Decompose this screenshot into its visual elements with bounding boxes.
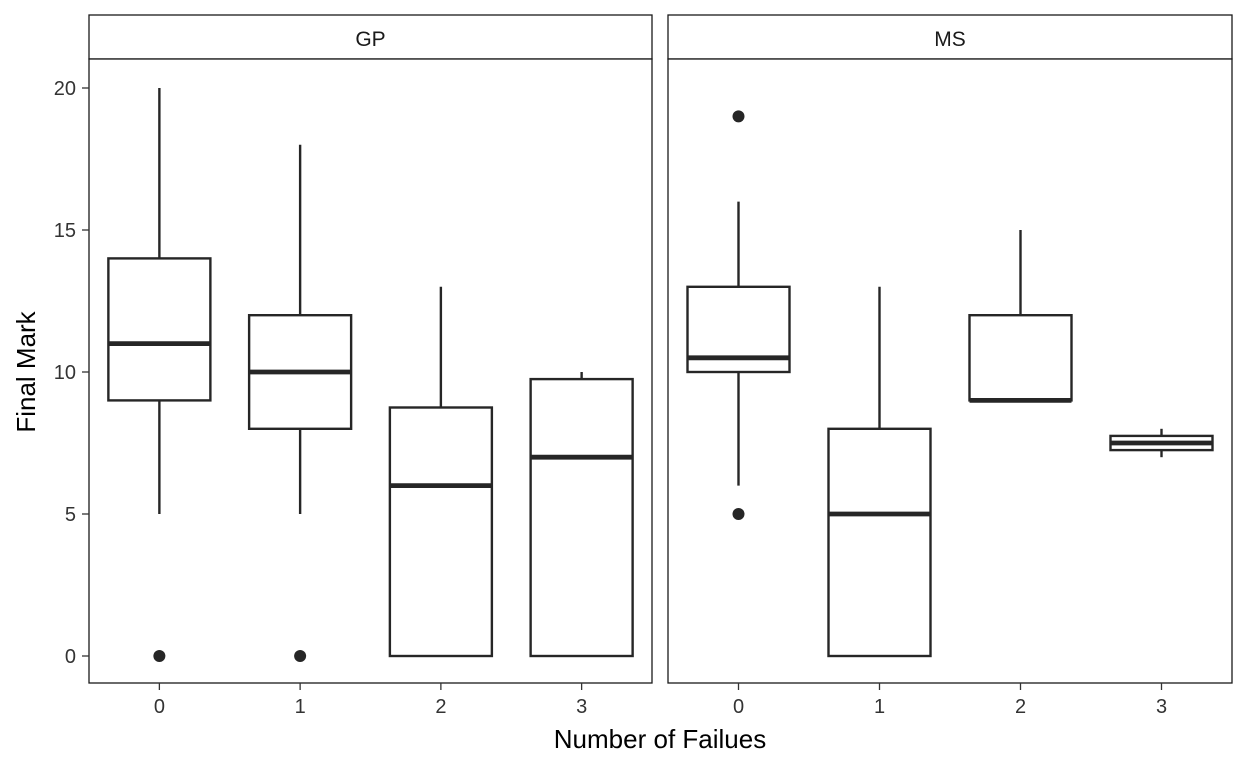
box-gp-0	[107, 88, 212, 662]
outlier-point	[294, 650, 307, 662]
x-axis-label: Number of Failues	[554, 724, 766, 754]
facet-strip	[88, 14, 653, 60]
box	[968, 314, 1073, 402]
facet-strip-label: MS	[934, 28, 966, 51]
box-ms-1	[827, 286, 932, 658]
outlier-point	[153, 650, 166, 662]
y-tick-label: 10	[54, 362, 76, 384]
box-ms-3	[1109, 428, 1214, 458]
box	[827, 427, 932, 658]
box	[388, 406, 494, 658]
panel-gp: GP 0 1 2 3	[88, 14, 653, 718]
x-tick-label: 0	[154, 696, 165, 718]
box-ms-2	[968, 230, 1073, 403]
facet-strip	[667, 14, 1233, 60]
panel-ms: MS 0 1 2 3	[667, 14, 1233, 718]
x-tick-label: 2	[435, 696, 446, 718]
x-tick-label: 0	[733, 696, 744, 718]
box	[529, 377, 634, 658]
y-axis-label: Final Mark	[11, 310, 41, 432]
x-tick-label: 2	[1015, 696, 1026, 718]
y-tick-label: 5	[65, 504, 76, 526]
box-gp-2	[388, 286, 494, 658]
box-gp-3	[529, 372, 634, 658]
x-tick-label: 1	[295, 696, 306, 718]
y-axis: 0 5 10 15 20	[54, 78, 89, 668]
y-tick-label: 15	[54, 220, 76, 242]
x-tick-label: 3	[576, 696, 587, 718]
facet-strip-label: GP	[355, 28, 385, 51]
y-tick-label: 0	[65, 646, 76, 668]
y-tick-label: 20	[54, 78, 76, 100]
outlier-point	[732, 508, 745, 520]
facet-panels: GP 0 1 2 3 MS 0 1 2 3	[88, 14, 1233, 718]
box-gp-1	[247, 144, 353, 662]
x-tick-label: 3	[1156, 696, 1167, 718]
outlier-point	[732, 110, 745, 123]
box	[107, 257, 212, 402]
box-ms-0	[686, 110, 791, 520]
x-tick-label: 1	[874, 696, 885, 718]
